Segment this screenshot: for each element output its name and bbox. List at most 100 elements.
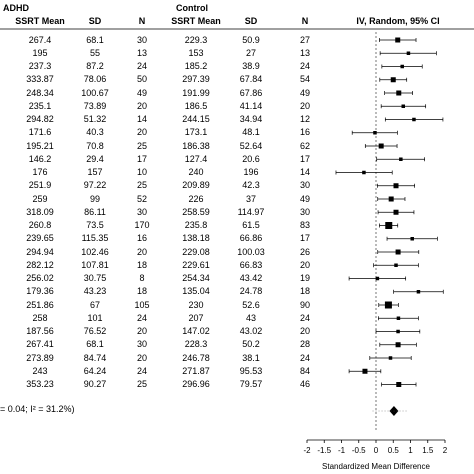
cell-adhd-n: 13 [136, 47, 147, 58]
x-tick-label: 2 [443, 446, 448, 455]
cell-adhd-n: 105 [134, 299, 150, 310]
cell-control-sd: 67.86 [239, 87, 263, 98]
cell-control-mean: 209.89 [182, 180, 210, 191]
cell-adhd-mean: 187.56 [26, 326, 54, 336]
x-axis-label: Standardized Mean Difference [322, 462, 430, 471]
cell-control-sd: 100.03 [237, 246, 265, 257]
cell-adhd-mean: 282.12 [26, 259, 54, 270]
cell-control-mean: 229.61 [182, 259, 210, 270]
cell-control-n: 26 [299, 246, 310, 257]
cell-adhd-sd: 30.75 [83, 273, 107, 283]
cell-adhd-n: 24 [136, 365, 147, 376]
cell-control-sd: 43 [245, 312, 256, 323]
cell-control-n: 49 [299, 87, 310, 98]
study-point [399, 157, 403, 161]
cell-control-sd: 79.57 [239, 379, 263, 389]
cell-control-n: 83 [299, 220, 310, 230]
cell-adhd-sd: 55 [89, 47, 100, 58]
cell-adhd-n: 30 [136, 206, 147, 217]
cell-control-sd: 50.2 [242, 339, 260, 350]
cell-adhd-mean: 235.1 [28, 100, 52, 111]
cell-adhd-mean: 239.65 [26, 233, 54, 244]
cell-control-n: 17 [299, 153, 310, 164]
cell-control-n: 13 [299, 47, 310, 58]
x-tick-label: -1.5 [317, 446, 331, 455]
cell-adhd-sd: 101 [87, 312, 103, 323]
cell-adhd-sd: 107.81 [81, 259, 109, 270]
col-n2-header: N [301, 16, 309, 26]
x-tick-label: 0.5 [388, 446, 400, 455]
group1-header: ADHD [3, 3, 29, 13]
cell-control-mean: 186.5 [184, 100, 208, 111]
cell-adhd-n: 20 [136, 100, 147, 111]
cell-adhd-mean: 333.87 [26, 74, 54, 85]
cell-control-n: 20 [299, 100, 310, 111]
cell-adhd-mean: 318.09 [26, 206, 54, 217]
cell-adhd-n: 18 [136, 286, 147, 297]
col-ci-header: IV, Random, 95% CI [356, 16, 440, 26]
cell-adhd-sd: 68.1 [86, 34, 104, 45]
col-mean2-header: SSRT Mean [171, 16, 221, 26]
cell-control-n: 30 [299, 180, 310, 191]
cell-adhd-n: 20 [136, 326, 147, 336]
heterogeneity-label: = 0.04; I² = 31.2%) [0, 404, 75, 414]
cell-control-n: 12 [299, 114, 310, 124]
study-point [395, 37, 401, 43]
cell-adhd-sd: 100.67 [81, 87, 109, 98]
cell-adhd-mean: 267.4 [28, 34, 52, 45]
cell-control-n: 54 [299, 74, 310, 85]
col-n1-header: N [138, 16, 146, 26]
cell-adhd-mean: 251.86 [26, 299, 54, 310]
cell-control-mean: 246.78 [182, 352, 210, 363]
cell-adhd-sd: 87.2 [86, 61, 104, 71]
cell-adhd-sd: 84.74 [83, 352, 107, 363]
cell-control-mean: 153 [188, 47, 204, 58]
cell-control-n: 20 [299, 326, 310, 336]
cell-control-sd: 61.5 [242, 220, 260, 230]
cell-adhd-mean: 146.2 [28, 153, 52, 164]
study-point [412, 117, 416, 122]
cell-control-mean: 186.38 [182, 140, 210, 151]
col-mean1-header: SSRT Mean [15, 16, 65, 26]
study-point [396, 329, 400, 334]
cell-control-n: 30 [299, 206, 310, 217]
cell-control-mean: 207 [188, 312, 204, 323]
study-point [395, 249, 401, 255]
study-point [396, 316, 401, 320]
cell-adhd-sd: 157 [87, 167, 103, 177]
cell-control-sd: 114.97 [237, 206, 265, 217]
x-tick-label: 0 [374, 446, 379, 455]
cell-adhd-mean: 195 [32, 47, 48, 58]
cell-adhd-mean: 259 [32, 193, 48, 204]
col-sd2-header: SD [244, 16, 258, 26]
cell-control-mean: 240 [188, 167, 204, 177]
cell-control-mean: 135.04 [182, 286, 210, 297]
cell-adhd-sd: 115.35 [81, 233, 109, 244]
study-point [362, 170, 366, 175]
cell-adhd-sd: 70.8 [86, 140, 104, 151]
cell-control-mean: 230 [188, 299, 204, 310]
cell-control-n: 90 [299, 299, 310, 310]
cell-adhd-mean: 267.41 [26, 339, 54, 350]
cell-control-n: 20 [299, 259, 310, 270]
cell-adhd-mean: 258 [32, 312, 48, 323]
cell-control-sd: 42.3 [242, 180, 260, 191]
cell-control-mean: 296.96 [182, 379, 210, 389]
cell-control-mean: 147.02 [182, 326, 210, 336]
cell-control-sd: 43.42 [239, 273, 263, 283]
cell-control-n: 62 [299, 140, 310, 151]
study-point [393, 209, 399, 215]
cell-adhd-mean: 294.94 [26, 246, 54, 257]
cell-adhd-n: 24 [136, 61, 147, 71]
cell-adhd-mean: 256.02 [26, 273, 54, 283]
cell-control-n: 19 [299, 273, 310, 283]
cell-adhd-n: 49 [136, 87, 147, 98]
study-point [394, 263, 398, 267]
cell-adhd-mean: 176 [32, 167, 48, 177]
study-point [395, 342, 401, 348]
study-point [406, 51, 411, 55]
cell-control-n: 27 [299, 34, 310, 45]
cell-adhd-sd: 43.23 [83, 286, 107, 297]
cell-adhd-n: 24 [136, 312, 147, 323]
